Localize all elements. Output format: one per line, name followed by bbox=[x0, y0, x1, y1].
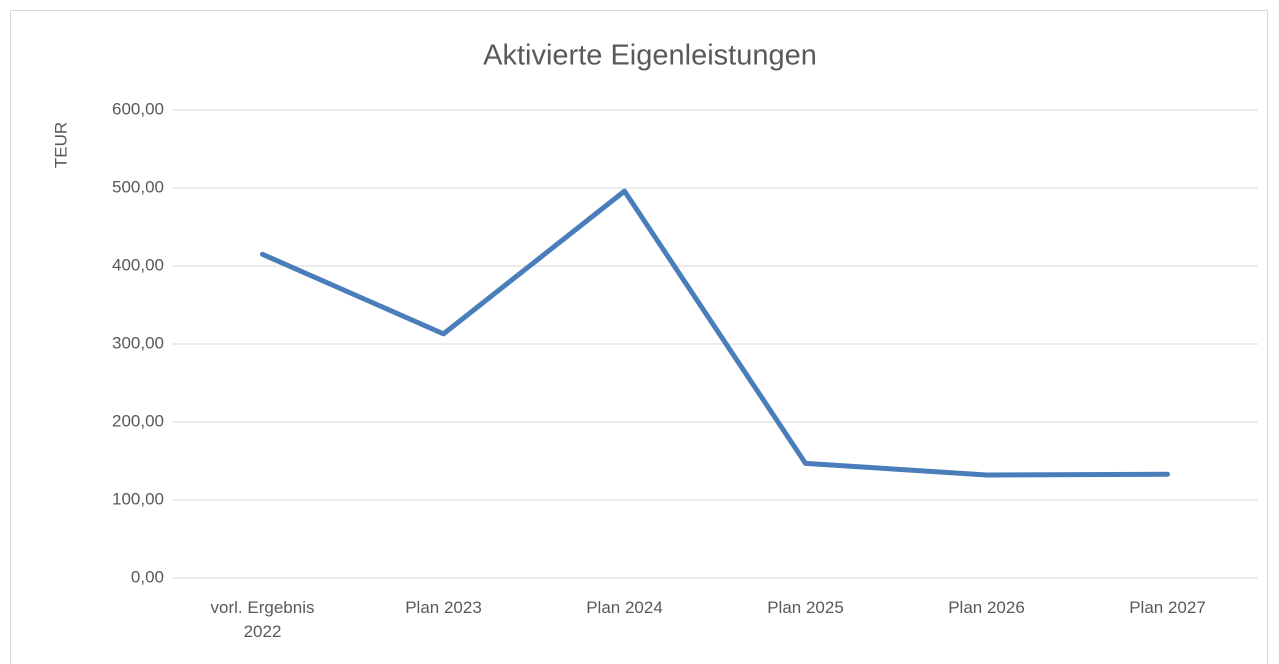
x-tick-label-box: vorl. Ergebnis 2022 bbox=[210, 598, 315, 641]
chart-title: Aktivierte Eigenleistungen bbox=[483, 40, 817, 72]
x-tick-label-box: Plan 2025 bbox=[767, 598, 844, 617]
x-tick-label-box: Plan 2027 bbox=[1129, 598, 1206, 617]
x-tick-label: Plan 2025 bbox=[767, 598, 844, 617]
y-tick-label: 400,00 bbox=[112, 255, 164, 274]
y-tick-label: 300,00 bbox=[112, 333, 164, 352]
y-tick-label: 0,00 bbox=[131, 567, 164, 586]
line-series bbox=[260, 188, 1170, 478]
x-tick-label: vorl. Ergebnis 2022 bbox=[210, 598, 315, 641]
y-tick-label: 500,00 bbox=[112, 177, 164, 196]
y-axis-title: TEUR bbox=[51, 122, 70, 168]
y-tick-label: 600,00 bbox=[112, 99, 164, 118]
x-tick-label-box: Plan 2023 bbox=[405, 598, 482, 617]
chart-border bbox=[10, 10, 1268, 664]
y-tick-label: 100,00 bbox=[112, 489, 164, 508]
x-tick-label-box: Plan 2024 bbox=[586, 598, 663, 617]
x-tick-label: Plan 2024 bbox=[586, 598, 663, 617]
x-tick-label: Plan 2023 bbox=[405, 598, 482, 617]
x-tick-label: Plan 2026 bbox=[948, 598, 1025, 617]
x-tick-label: Plan 2027 bbox=[1129, 598, 1206, 617]
x-tick-label-box: Plan 2026 bbox=[948, 598, 1025, 617]
y-tick-label: 200,00 bbox=[112, 411, 164, 430]
